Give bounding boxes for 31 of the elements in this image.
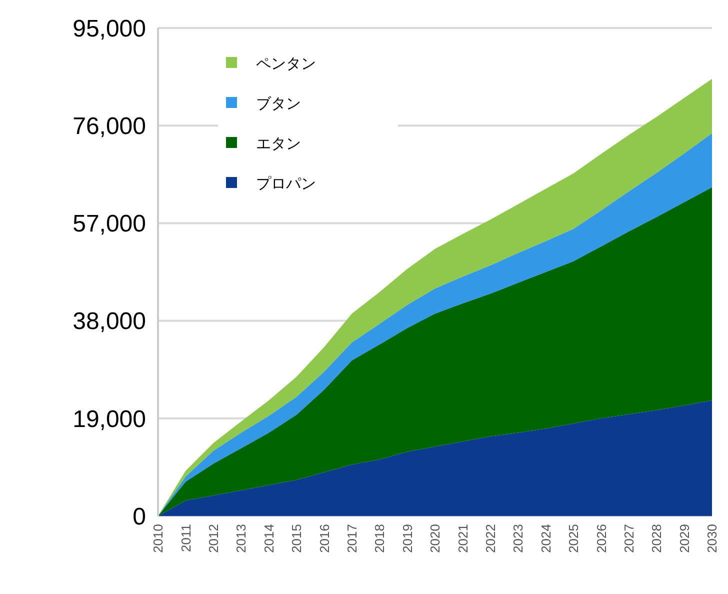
y-tick-label: 38,000	[72, 308, 146, 336]
y-tick-label: 76,000	[72, 113, 146, 140]
x-tick-label: 2014	[261, 524, 276, 553]
x-tick-label: 2030	[704, 524, 720, 553]
x-tick-label: 2021	[455, 524, 470, 553]
legend-label: ブタン	[256, 95, 301, 112]
x-tick-label: 2011	[178, 524, 194, 552]
x-tick-label: 2026	[594, 524, 609, 553]
legend-label: プロパン	[256, 175, 316, 192]
legend-label: ペンタン	[256, 55, 316, 72]
x-tick-label: 2027	[621, 524, 636, 553]
x-tick-label: 2024	[538, 524, 554, 553]
x-tick-label: 2028	[649, 524, 664, 553]
y-tick-label: 0	[132, 503, 146, 530]
x-tick-label: 2018	[372, 524, 388, 553]
x-tick-label: 2015	[289, 524, 304, 553]
x-tick-label: 2022	[482, 524, 498, 553]
x-tick-label: 2010	[150, 524, 166, 553]
x-tick-label: 2020	[428, 524, 443, 553]
x-tick-label: 2016	[316, 524, 332, 553]
y-tick-label: 57,000	[72, 210, 146, 238]
x-tick-label: 2023	[510, 524, 526, 553]
y-tick-label: 95,000	[72, 15, 146, 42]
x-tick-label: 2025	[566, 524, 582, 553]
legend-label: エタン	[256, 135, 301, 152]
x-tick-label: 2017	[344, 524, 360, 553]
x-tick-label: 2029	[676, 524, 692, 553]
x-tick-label: 2013	[234, 524, 249, 553]
y-tick-label: 19,000	[72, 406, 146, 433]
x-tick-label: 2019	[400, 524, 415, 553]
x-tick-label: 2012	[206, 524, 221, 553]
